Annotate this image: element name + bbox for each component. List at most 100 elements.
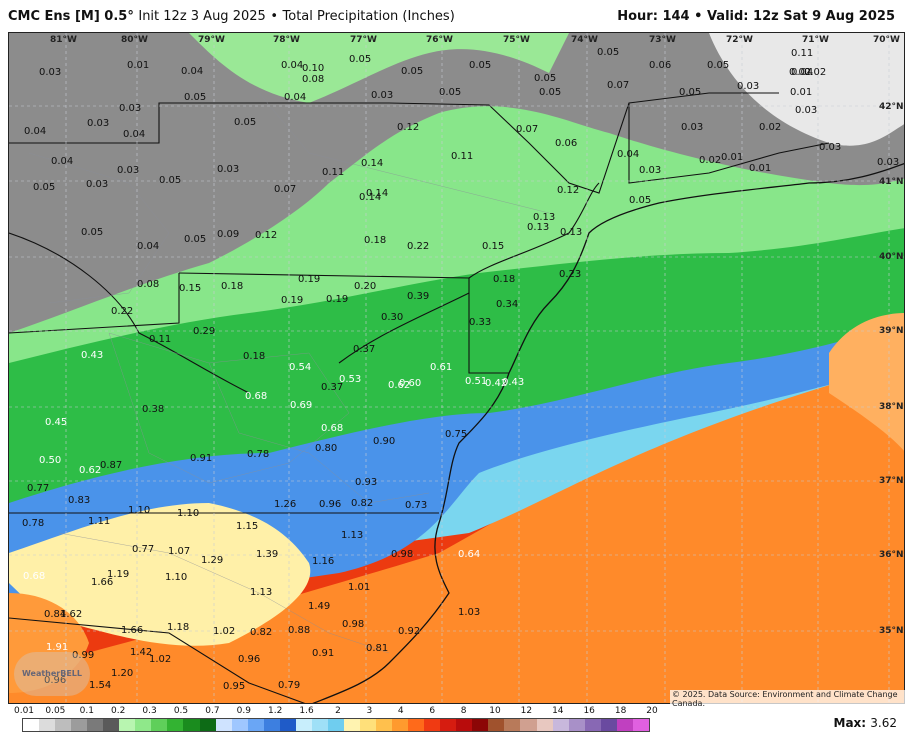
- precip-value-label: 0.03: [681, 122, 703, 133]
- scale-swatch: [536, 719, 553, 731]
- scale-swatch: [616, 719, 633, 731]
- scale-swatch: [311, 719, 328, 731]
- precip-value-label: 0.75: [445, 429, 467, 440]
- precip-value-label: 0.04: [617, 149, 639, 160]
- scale-swatch: [135, 719, 152, 731]
- precip-value-label: 0.03: [119, 103, 141, 114]
- copyright-text: © 2025. Data Source: Environment and Cli…: [670, 690, 913, 708]
- scale-swatch: [199, 719, 216, 731]
- precip-value-label: 0.05: [401, 66, 423, 77]
- precip-value-label: 0.05: [159, 175, 181, 186]
- precip-value-label: 0.43: [81, 350, 103, 361]
- light-gray-area: [709, 33, 904, 146]
- precip-value-label: 0.82: [351, 498, 373, 509]
- precip-value-label: 0.12: [557, 185, 579, 196]
- scale-label: 16: [583, 706, 595, 716]
- precip-value-label: 0.05: [349, 54, 371, 65]
- precip-value-label: 0.69: [290, 400, 312, 411]
- precip-value-label: 0.05: [469, 60, 491, 71]
- precip-value-label: 0.37: [353, 344, 375, 355]
- precip-value-label: 0.08: [302, 74, 324, 85]
- northern-green-streak: [189, 33, 569, 103]
- precip-value-label: 1.62: [60, 609, 82, 620]
- scale-swatch: [231, 719, 248, 731]
- precip-value-label: 0.96: [319, 499, 341, 510]
- scale-swatch: [71, 719, 88, 731]
- valid-label: Valid:: [706, 9, 749, 24]
- precip-value-label: 0.61: [430, 362, 452, 373]
- precip-value-label: 0.87: [100, 460, 122, 471]
- lon-tick-label: 79°W: [198, 35, 225, 45]
- lon-tick-label: 77°W: [350, 35, 377, 45]
- precip-value-label: 1.19: [107, 569, 129, 580]
- map-canvas: 81°W 80°W 79°W 78°W 77°W 76°W 75°W 74°W 73°W 72°W…: [9, 33, 904, 703]
- precip-value-label: 0.13: [533, 212, 555, 223]
- precip-value-label: 0.34: [496, 299, 518, 310]
- scale-label: 20: [646, 706, 658, 716]
- precip-value-label: 0.06: [555, 138, 577, 149]
- lat-tick-label: 42°N: [879, 102, 904, 112]
- precip-value-label: 1.26: [274, 499, 296, 510]
- precip-value-label: 0.03: [117, 165, 139, 176]
- precip-value-label: 0.53: [339, 374, 361, 385]
- scale-swatch: [87, 719, 104, 731]
- precip-value-label: 0.78: [247, 449, 269, 460]
- weatherbell-logo: WeatherBELL: [14, 652, 90, 696]
- precip-value-label: 0.13: [527, 222, 549, 233]
- precip-value-label: 0.84: [44, 609, 66, 620]
- precip-value-label: 0.83: [68, 495, 90, 506]
- model-name: CMC Ens [M] 0.5: [8, 9, 128, 24]
- precip-value-label: 0.04: [284, 92, 306, 103]
- scale-swatch: [247, 719, 264, 731]
- precip-value-label: 0.62: [79, 465, 101, 476]
- precip-value-label: 0.60: [399, 378, 421, 389]
- precip-value-label: 0.79: [278, 680, 300, 691]
- precip-value-label: 0.05: [184, 92, 206, 103]
- latitude-ticks: 42°N 41°N 40°N 39°N 38°N 37°N 36°N 35°N: [879, 102, 904, 636]
- scale-swatch: [504, 719, 521, 731]
- precip-value-label: 1.10: [165, 572, 187, 583]
- init-time: Init 12z 3 Aug 2025: [138, 9, 266, 24]
- precip-value-label: 0.98: [342, 619, 364, 630]
- precip-value-label: 0.04: [791, 67, 813, 78]
- precip-value-label: 1.54: [89, 680, 111, 691]
- precip-value-label: 0.13: [560, 227, 582, 238]
- scale-swatch: [472, 719, 489, 731]
- scale-label: 6: [429, 706, 436, 716]
- scale-label: 10: [489, 706, 501, 716]
- scale-label: 0.1: [79, 706, 94, 716]
- precip-value-label: 0.68: [321, 423, 343, 434]
- precip-value-label: 0.73: [405, 500, 427, 511]
- precip-value-label: 0.05: [81, 227, 103, 238]
- scale-label: 4: [397, 706, 404, 716]
- scale-swatch: [568, 719, 585, 731]
- precip-map[interactable]: 81°W 80°W 79°W 78°W 77°W 76°W 75°W 74°W 73°W 72°W…: [8, 32, 905, 704]
- precip-value-label: 0.05: [184, 234, 206, 245]
- scale-swatch: [456, 719, 473, 731]
- precip-value-label: 0.98: [391, 549, 413, 560]
- scale-swatch: [376, 719, 393, 731]
- scale-label: 0.5: [173, 706, 189, 716]
- lat-tick-label: 41°N: [879, 177, 904, 187]
- precip-value-label: 0.99: [72, 650, 94, 661]
- precip-value-label: 0.05: [707, 60, 729, 71]
- lat-tick-label: 40°N: [879, 252, 904, 262]
- precip-value-label: 0.12: [397, 122, 419, 133]
- precip-value-label: 0.38: [142, 404, 164, 415]
- lat-tick-label: 36°N: [879, 550, 904, 560]
- lat-tick-label: 37°N: [879, 476, 904, 486]
- precip-value-label: 0.14: [366, 188, 388, 199]
- precip-value-label: 0.68: [245, 391, 267, 402]
- lon-tick-label: 75°W: [503, 35, 530, 45]
- precip-value-label: 0.54: [289, 362, 311, 373]
- precip-value-label: 0.64: [458, 549, 480, 560]
- precip-value-label: 0.15: [482, 241, 504, 252]
- precip-values: 0.030.010.040.040.050.050.100.080.050.05…: [9, 33, 899, 692]
- scale-swatch: [263, 719, 280, 731]
- scale-swatch: [343, 719, 360, 731]
- precip-value-label: 0.02: [789, 67, 811, 78]
- precip-value-label: 0.05: [439, 87, 461, 98]
- scale-label: 1.2: [268, 706, 283, 716]
- precip-value-label: 0.11: [322, 167, 344, 178]
- header-separator: •: [270, 9, 278, 24]
